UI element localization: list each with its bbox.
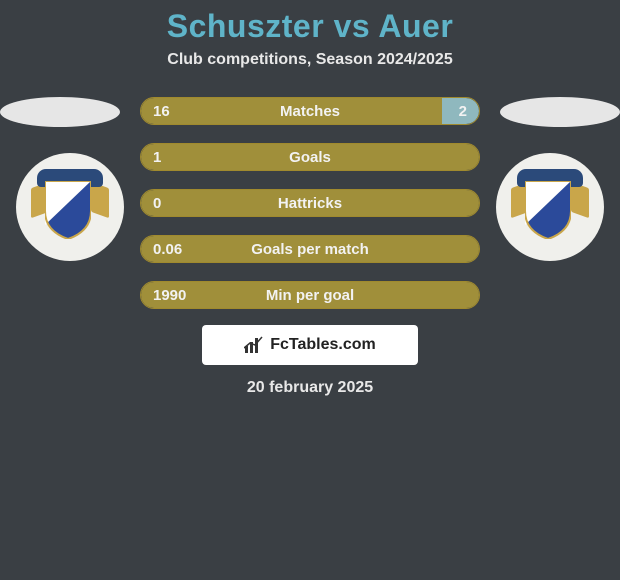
crest-icon [35, 167, 105, 247]
player-right-silhouette [500, 97, 620, 127]
logo-text: FcTables.com [270, 336, 376, 354]
ribbon-right-icon [91, 182, 109, 219]
stat-value-left: 0 [141, 190, 173, 216]
stat-value-left: 1990 [141, 282, 198, 308]
fctables-logo[interactable]: FcTables.com [202, 325, 418, 365]
comparison-body: 162Matches1Goals0Hattricks0.06Goals per … [0, 87, 620, 317]
stat-value-right: 2 [447, 98, 479, 124]
player-left-silhouette [0, 97, 120, 127]
stat-value-left: 16 [141, 98, 182, 124]
stat-fill-left [141, 98, 442, 124]
stat-row: 0Hattricks [140, 189, 480, 217]
shield-icon [525, 181, 571, 239]
stat-value-left: 0.06 [141, 236, 194, 262]
bar-chart-icon [244, 336, 264, 354]
crest-icon [515, 167, 585, 247]
page-title: Schuszter vs Auer [0, 8, 620, 45]
shield-icon [45, 181, 91, 239]
stat-row: 0.06Goals per match [140, 235, 480, 263]
stat-bars: 162Matches1Goals0Hattricks0.06Goals per … [140, 97, 480, 327]
stat-row: 1990Min per goal [140, 281, 480, 309]
ribbon-right-icon [571, 182, 589, 219]
stat-row: 162Matches [140, 97, 480, 125]
date-text: 20 february 2025 [0, 379, 620, 397]
club-badge-left [16, 153, 124, 261]
club-badge-right [496, 153, 604, 261]
stat-row: 1Goals [140, 143, 480, 171]
stat-value-left: 1 [141, 144, 173, 170]
stat-fill-left [141, 190, 479, 216]
stat-fill-left [141, 144, 479, 170]
subtitle: Club competitions, Season 2024/2025 [0, 51, 620, 69]
comparison-card: Schuszter vs Auer Club competitions, Sea… [0, 0, 620, 397]
